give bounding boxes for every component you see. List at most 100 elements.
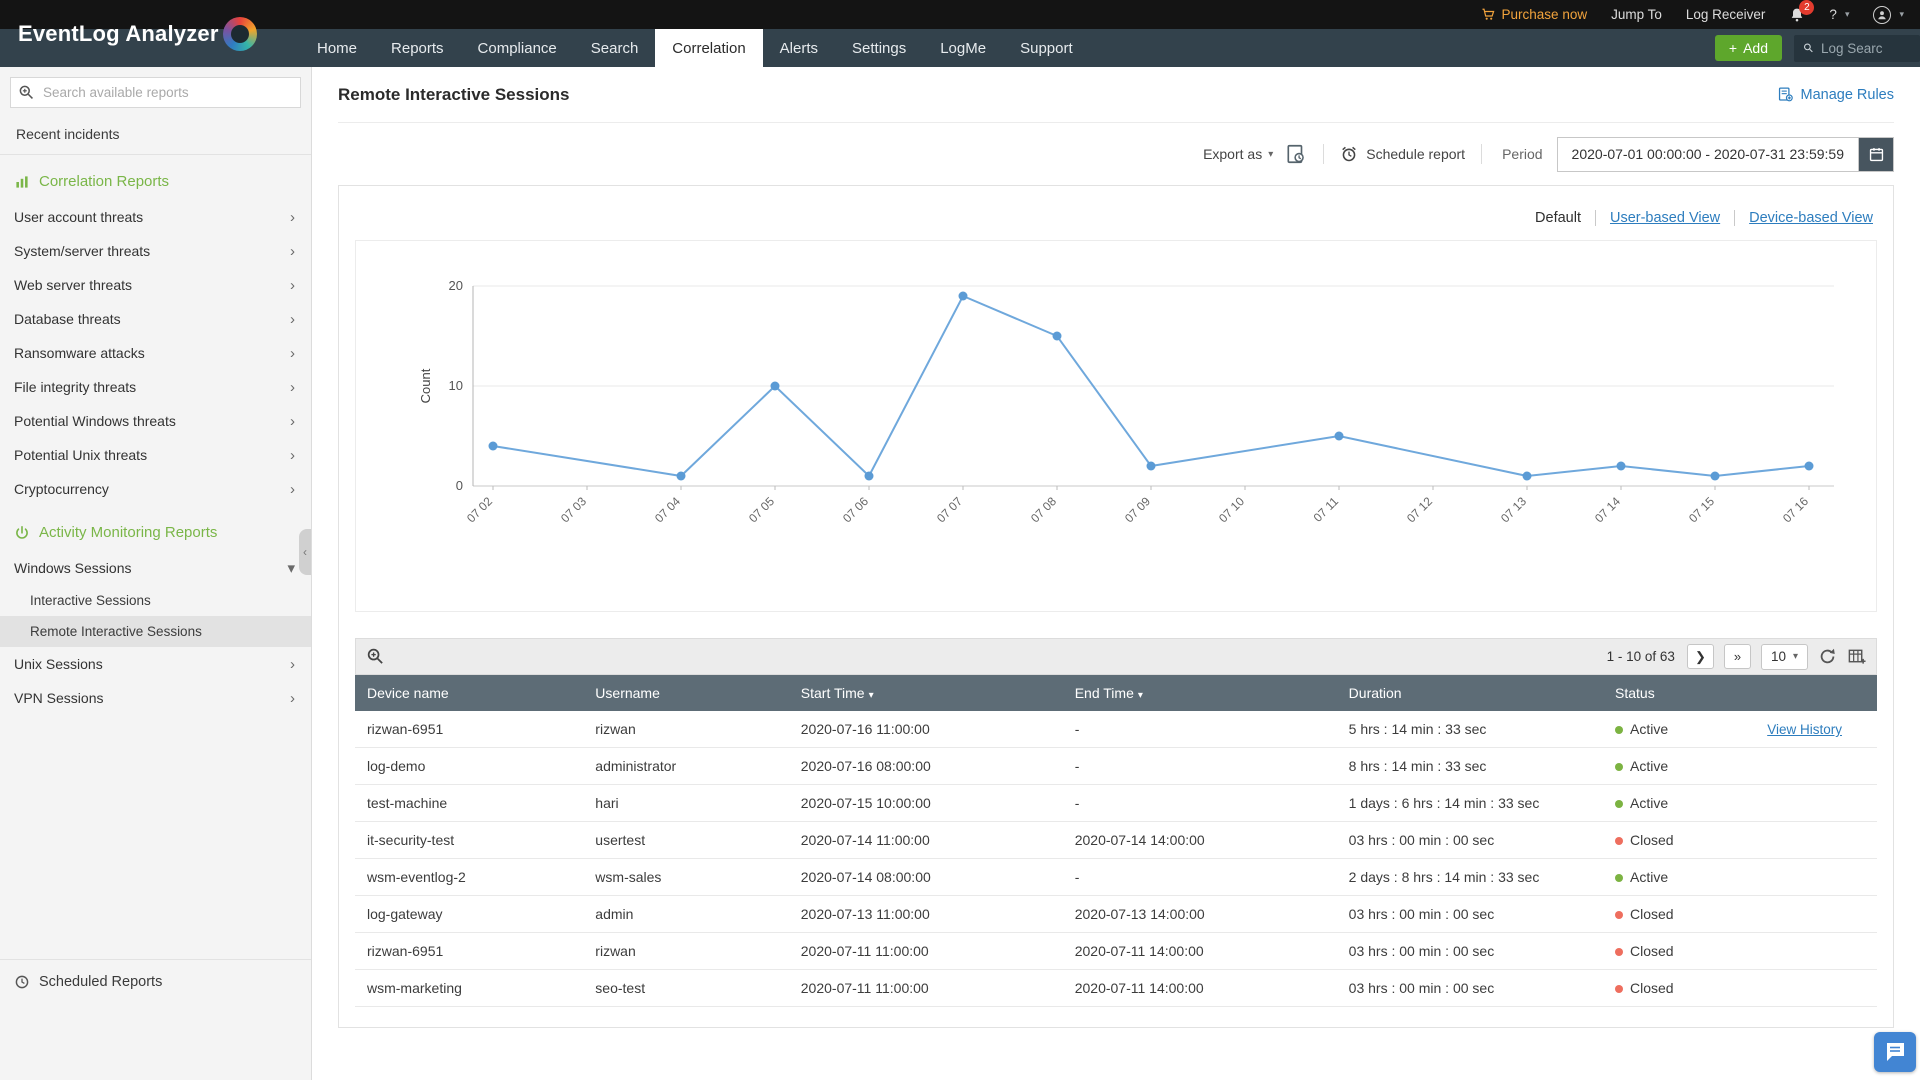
sidebar-item-potential-windows-threats[interactable]: Potential Windows threats › — [14, 412, 295, 430]
manage-rules-link[interactable]: Manage Rules — [1777, 86, 1894, 103]
username-cell: admin — [583, 895, 789, 933]
divider — [1481, 144, 1483, 164]
view-history-link[interactable]: View History — [1767, 722, 1842, 737]
sidebar-item-windows-sessions[interactable]: Windows Sessions ▾ — [14, 559, 295, 577]
period-value: 2020-07-01 00:00:00 - 2020-07-31 23:59:5… — [1571, 146, 1844, 162]
svg-text:07 15: 07 15 — [1686, 494, 1717, 525]
sidebar-item-web-server-threats[interactable]: Web server threats › — [14, 276, 295, 294]
app-logo: EventLog Analyzer — [0, 0, 300, 67]
main-navbar: Home Reports Compliance Search Correlation Al… — [0, 29, 1920, 67]
chevron-right-icon: › — [290, 276, 295, 294]
sidebar-item-vpn-sessions[interactable]: VPN Sessions › — [14, 689, 295, 707]
svg-text:07 05: 07 05 — [746, 494, 777, 525]
status-text: Closed — [1630, 943, 1674, 959]
sidebar-item-recent-incidents[interactable]: Recent incidents — [0, 114, 311, 155]
chat-support-button[interactable] — [1874, 1032, 1916, 1072]
username-cell: wsm-sales — [583, 858, 789, 896]
add-button[interactable]: + Add — [1714, 35, 1782, 61]
export-as-dropdown[interactable]: Export as ▾ — [1203, 146, 1274, 162]
sidebar-item-ransomware-attacks[interactable]: Ransomware attacks › — [14, 344, 295, 362]
nav-tab-home[interactable]: Home — [317, 39, 358, 57]
svg-text:07 11: 07 11 — [1311, 494, 1342, 525]
brand-name: EventLog Analyzer — [18, 20, 219, 46]
sidebar-item-remote-interactive-sessions[interactable]: Remote Interactive Sessions — [0, 616, 311, 647]
log-receiver-link[interactable]: Log Receiver — [1685, 7, 1766, 22]
main-content: Remote Interactive Sessions Manage Rules… — [312, 67, 1920, 1080]
nav-tab-search[interactable]: Search — [590, 39, 639, 57]
svg-text:07 13: 07 13 — [1498, 494, 1529, 525]
chevron-down-icon: ▾ — [1899, 9, 1904, 19]
status-text: Closed — [1630, 980, 1674, 996]
column-header-end[interactable]: End Time ▾ — [1062, 675, 1337, 711]
table-toolbar: 1 - 10 of 63 ❯ » 10 ▾ — [355, 638, 1877, 675]
sidebar-item-file-integrity-threats[interactable]: File integrity threats › — [14, 378, 295, 396]
next-page-button[interactable]: ❯ — [1686, 644, 1714, 669]
report-search — [10, 77, 301, 108]
sidebar-sections: Correlation Reports User account threats ›… — [0, 155, 311, 959]
nav-tabs: Home Reports Compliance Search Correlation Al… — [300, 29, 1090, 67]
divider — [1734, 210, 1736, 226]
sessions-line-chart: 0 10 20 Count 07 02 07 03 07 04 07 05 07 06 07 07… — [356, 241, 1876, 611]
sidebar-item-database-threats[interactable]: Database threats › — [14, 310, 295, 328]
jump-to-link[interactable]: Jump To — [1611, 7, 1662, 22]
sort-desc-icon[interactable]: ▾ — [868, 690, 874, 701]
chevron-right-icon: › — [290, 208, 295, 226]
log-search-input[interactable] — [1821, 40, 1911, 56]
export-icon[interactable] — [1285, 143, 1307, 165]
notifications-button[interactable]: 2 — [1789, 0, 1815, 23]
account-menu[interactable]: ▾ — [1873, 5, 1904, 24]
nav-tab-reports[interactable]: Reports — [391, 39, 444, 57]
sidebar-item-interactive-sessions[interactable]: Interactive Sessions — [30, 593, 151, 608]
page-size-select[interactable]: 10 ▾ — [1760, 643, 1808, 670]
nav-tab-settings[interactable]: Settings — [852, 39, 907, 57]
svg-text:07 03: 07 03 — [558, 494, 589, 525]
table-search-icon[interactable] — [366, 647, 385, 666]
end-cell: - — [1062, 711, 1337, 748]
view-default[interactable]: Default — [1535, 210, 1581, 226]
sort-desc-icon[interactable]: ▾ — [1137, 690, 1143, 701]
end-cell: - — [1062, 858, 1337, 896]
action-cell — [1755, 858, 1877, 896]
sidebar-item-user-account-threats[interactable]: User account threats › — [14, 208, 295, 226]
svg-text:07 07: 07 07 — [934, 494, 965, 525]
sidebar-item-cryptocurrency[interactable]: Cryptocurrency › — [14, 480, 295, 498]
sidebar-item-potential-unix-threats[interactable]: Potential Unix threats › — [14, 446, 295, 464]
calendar-icon[interactable] — [1858, 137, 1893, 171]
period-range-picker[interactable]: 2020-07-01 00:00:00 - 2020-07-31 23:59:5… — [1556, 136, 1894, 172]
nav-tab-logme[interactable]: LogMe — [940, 39, 987, 57]
top-utility-bar: Purchase now Jump To Log Receiver 2 ? ▾ ▾ — [0, 0, 1920, 29]
column-settings-icon[interactable] — [1847, 647, 1866, 666]
log-search-box[interactable] — [1794, 34, 1920, 62]
last-page-button[interactable]: » — [1723, 644, 1751, 669]
nav-tab-compliance[interactable]: Compliance — [477, 39, 557, 57]
nav-tab-alerts[interactable]: Alerts — [779, 39, 819, 57]
chevron-down-icon: ▾ — [1792, 651, 1798, 662]
end-cell: 2020-07-14 14:00:00 — [1062, 821, 1337, 859]
end-cell: 2020-07-11 14:00:00 — [1062, 932, 1337, 970]
purchase-now-link[interactable]: Purchase now — [1481, 7, 1587, 22]
status-cell: Closed — [1603, 895, 1756, 933]
report-search-input[interactable] — [10, 77, 301, 108]
action-cell — [1755, 969, 1877, 1007]
start-cell: 2020-07-14 11:00:00 — [788, 821, 1063, 859]
svg-text:07 04: 07 04 — [652, 494, 683, 525]
schedule-report-button[interactable]: Schedule report — [1340, 145, 1465, 163]
refresh-icon[interactable] — [1818, 647, 1837, 666]
status-dot — [1615, 911, 1624, 919]
sidebar-item-system-server-threats[interactable]: System/server threats › — [14, 242, 295, 260]
nav-tab-support[interactable]: Support — [1020, 39, 1073, 57]
device-cell: wsm-marketing — [355, 969, 584, 1007]
status-cell: Closed — [1603, 932, 1756, 970]
status-text: Active — [1630, 758, 1669, 774]
sidebar-collapse-handle[interactable]: ‹ — [299, 529, 311, 575]
nav-tab-correlation[interactable]: Correlation — [655, 29, 763, 67]
sidebar-item-scheduled-reports[interactable]: Scheduled Reports — [0, 959, 311, 1080]
chevron-right-icon: › — [290, 378, 295, 396]
pagination-range: 1 - 10 of 63 — [1606, 649, 1675, 664]
sidebar-item-unix-sessions[interactable]: Unix Sessions › — [14, 655, 295, 673]
help-menu[interactable]: ? ▾ — [1829, 7, 1850, 22]
device-cell: wsm-eventlog-2 — [355, 858, 584, 896]
view-device-based[interactable]: Device-based View — [1749, 210, 1873, 226]
view-user-based[interactable]: User-based View — [1609, 210, 1721, 226]
column-header-start[interactable]: Start Time ▾ — [788, 675, 1063, 711]
